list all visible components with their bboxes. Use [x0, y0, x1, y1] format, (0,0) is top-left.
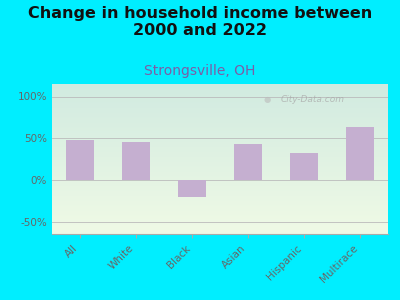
- Bar: [234, 144, 262, 180]
- Bar: [122, 142, 150, 180]
- Bar: [178, 180, 206, 196]
- Text: Change in household income between
2000 and 2022: Change in household income between 2000 …: [28, 6, 372, 38]
- Bar: [66, 140, 94, 180]
- Text: ●: ●: [264, 95, 271, 104]
- Bar: [290, 153, 318, 180]
- Bar: [346, 127, 374, 180]
- Text: Strongsville, OH: Strongsville, OH: [144, 64, 256, 78]
- Text: City-Data.com: City-Data.com: [280, 95, 344, 104]
